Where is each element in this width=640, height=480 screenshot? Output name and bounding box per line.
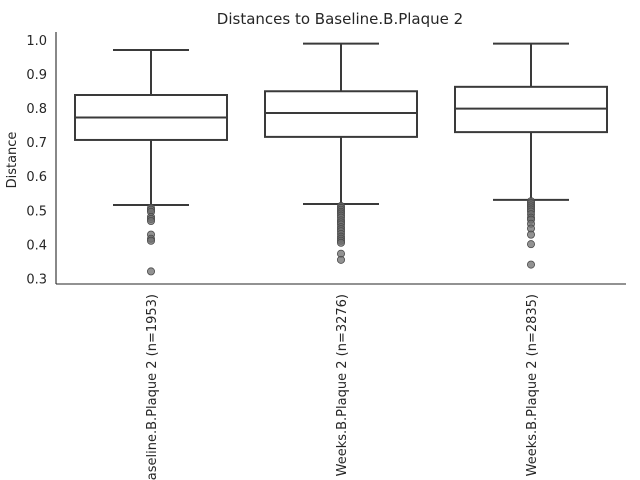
x-tick-label: 12 Weeks.B.Plaque 2 (n=3276): [335, 294, 350, 480]
x-tick-label: 24 Weeks.B.Plaque 2 (n=2835): [525, 294, 540, 480]
chart-title: Distances to Baseline.B.Plaque 2: [217, 10, 463, 28]
outlier-point: [336, 255, 345, 264]
plot-area: 0.3 0.4 0.5 0.6 0.7 0.8 0.9 1.0 Baseline.B.Plaqu…: [26, 32, 626, 480]
outlier-point: [146, 236, 155, 245]
y-tick-label: 0.9: [26, 68, 47, 83]
outlier-point: [146, 267, 155, 276]
y-tick-label: 0.8: [26, 102, 47, 117]
box-iqr: [264, 90, 418, 138]
y-tick-label: 0.5: [26, 204, 47, 219]
outlier-point: [146, 216, 155, 225]
outlier-point: [336, 238, 345, 247]
x-tick-label: Baseline.B.Plaque 2 (n=1953): [145, 294, 160, 480]
y-tick-label: 0.6: [26, 170, 47, 185]
y-tick-label: 0.7: [26, 136, 47, 151]
outlier-point: [527, 240, 536, 249]
outlier-point: [527, 260, 536, 269]
outlier-point: [527, 230, 536, 239]
y-tick-label: 1.0: [26, 34, 47, 49]
y-tick-label: 0.3: [26, 272, 47, 287]
y-axis-label: Distance: [5, 132, 20, 189]
y-tick-label: 0.4: [26, 238, 47, 253]
